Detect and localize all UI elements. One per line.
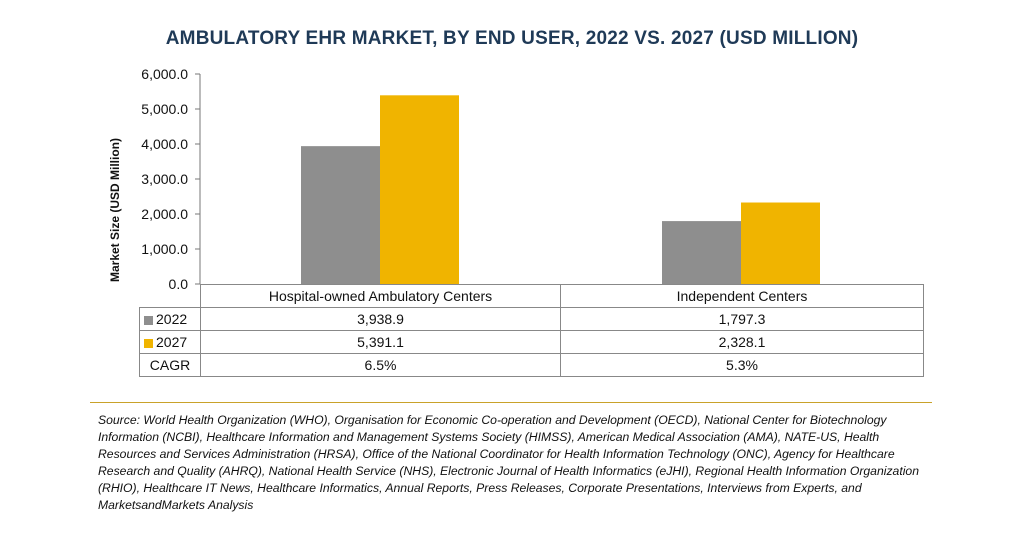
table-cell: 2,328.1: [560, 330, 924, 354]
source-note: Source: World Health Organization (WHO),…: [98, 413, 919, 512]
category-header: Independent Centers: [560, 284, 924, 308]
data-table: Hospital-owned Ambulatory Centers Indepe…: [139, 284, 924, 377]
bar-2027-hospital: [380, 95, 459, 285]
legend-entry-2022: 2022: [139, 307, 201, 331]
cagr-label: CAGR: [139, 353, 201, 377]
legend-label: 2022: [156, 311, 188, 327]
divider: [90, 402, 932, 403]
bar-2022-hospital: [301, 146, 380, 284]
table-header-row: Hospital-owned Ambulatory Centers Indepe…: [139, 284, 924, 308]
legend-swatch-2027: [144, 338, 153, 348]
chart-title: AMBULATORY EHR MARKET, BY END USER, 2022…: [165, 28, 859, 49]
table-cell: 6.5%: [200, 353, 561, 377]
table-row: 2022 3,938.9 1,797.3: [139, 307, 924, 331]
y-tick-label: 4,000.0: [141, 136, 188, 152]
category-header: Hospital-owned Ambulatory Centers: [200, 284, 561, 308]
legend-label: 2027: [156, 334, 188, 350]
bar-2022-independent: [662, 221, 741, 284]
y-tick-label: 2,000.0: [141, 206, 188, 222]
table-corner-cell: [139, 284, 201, 308]
y-tick-label: 6,000.0: [141, 66, 188, 82]
table-cell: 1,797.3: [560, 307, 924, 331]
legend-swatch-2022: [144, 315, 153, 325]
table-row: 2027 5,391.1 2,328.1: [139, 330, 924, 354]
table-row: CAGR 6.5% 5.3%: [139, 353, 924, 377]
table-cell: 5,391.1: [200, 330, 561, 354]
bar-2027-independent: [741, 202, 820, 284]
y-tick-label: 1,000.0: [141, 241, 188, 257]
legend-entry-2027: 2027: [139, 330, 201, 354]
bar-chart: 0.01,000.02,000.03,000.04,000.05,000.06,…: [141, 66, 820, 290]
table-cell: 3,938.9: [200, 307, 561, 331]
y-tick-label: 3,000.0: [141, 171, 188, 187]
y-tick-label: 5,000.0: [141, 101, 188, 117]
table-cell: 5.3%: [560, 353, 924, 377]
